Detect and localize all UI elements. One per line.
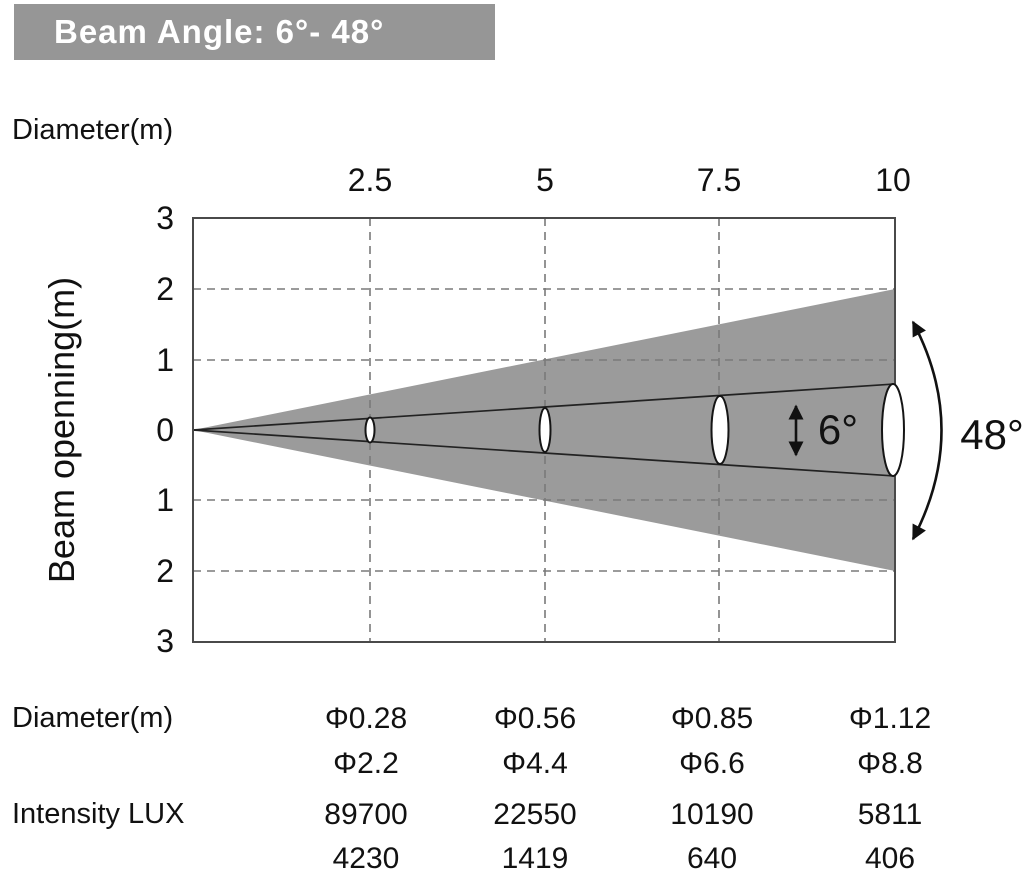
table-cell: Φ8.8 (857, 747, 923, 780)
x-tick-label: 5 (536, 162, 554, 198)
table-cell: 89700 (324, 798, 408, 831)
table-cell: Φ0.56 (493, 702, 577, 735)
beam-ellipse (364, 416, 376, 444)
title-bar: Beam Angle: 6°- 48° (14, 4, 495, 60)
wide-angle-label: 48° (960, 411, 1024, 458)
x-tick-label: 10 (875, 162, 911, 198)
table-cell: Φ1.12 (848, 702, 932, 735)
x-tick-label: 2.5 (347, 162, 393, 198)
page-title: Beam Angle: 6°- 48° (54, 13, 385, 50)
gridlines (193, 218, 895, 642)
table-cell: Φ0.28 (324, 702, 408, 735)
beam-ellipse (710, 395, 730, 465)
narrow-beam-lines (192, 383, 896, 477)
beam-ellipse (881, 383, 905, 477)
wide-angle-arc-icon (911, 320, 943, 541)
y-tick-label: 2 (156, 271, 174, 307)
table-cell: Φ4.4 (502, 747, 568, 780)
table-cell: Φ0.85 (670, 702, 754, 735)
top-axis-label: Diameter(m) (12, 114, 174, 146)
table-cell: 406 (864, 842, 916, 873)
y-tick-label: 1 (156, 342, 174, 378)
table-row-label: Intensity LUX (12, 798, 185, 830)
plot-border (192, 217, 896, 643)
y-tick-label: 1 (156, 482, 174, 518)
table-cell: 22550 (493, 798, 577, 831)
y-tick-label: 2 (156, 553, 174, 589)
table-cell: Φ2.2 (333, 747, 399, 780)
y-tick-label: 0 (156, 412, 174, 448)
table-row-label: Diameter(m) (12, 702, 174, 734)
beam-ellipse (538, 407, 552, 453)
table-cell: Φ6.6 (679, 747, 745, 780)
table-cell: 1419 (501, 842, 569, 873)
x-tick-label: 7.5 (696, 162, 742, 198)
table-cell: 640 (686, 842, 738, 873)
narrow-angle-label: 6° (817, 406, 859, 453)
y-tick-label: 3 (156, 200, 174, 236)
table-cell: 10190 (670, 798, 754, 831)
y-axis-title: Beam openning(m) (41, 276, 82, 584)
table-cell: 4230 (332, 842, 400, 873)
wide-beam-shape (193, 289, 895, 571)
table-cell: 5811 (857, 798, 923, 831)
y-tick-label: 3 (156, 623, 174, 659)
